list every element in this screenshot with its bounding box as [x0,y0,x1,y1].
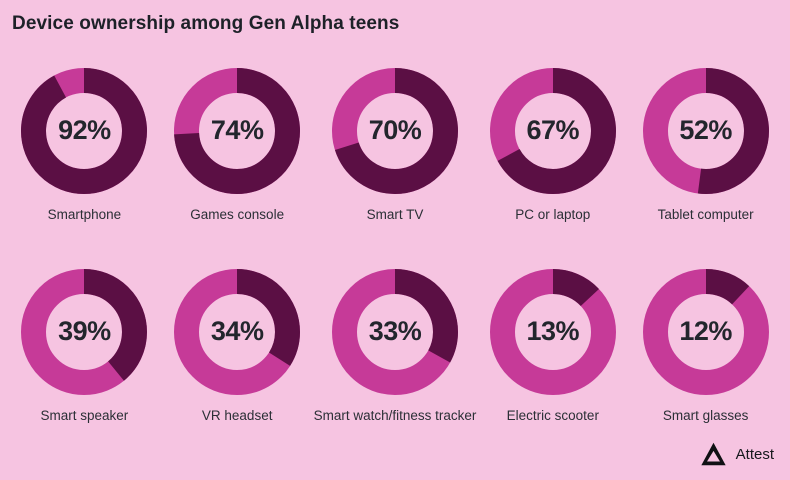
device-label: Smart watch/fitness tracker [313,408,477,423]
donut-ring-svg [642,68,769,194]
donut-value-arc [332,68,458,194]
percentage-value: 13% [526,315,580,346]
device-donut-cell: 74% Games console [174,68,301,223]
device-donut-cell: 70% Smart TV [332,68,458,223]
device-label: Smart speaker [40,408,129,423]
percentage-value: 39% [58,315,111,346]
percentage-value: 74% [210,114,264,145]
percentage-value: 52% [679,114,732,145]
device-label: Smart TV [366,207,424,222]
donut-ring: 92% [21,68,148,194]
device-label: Smart glasses [662,408,749,423]
donut-value-arc [489,68,616,194]
donut-value-arc [642,68,769,194]
donut-value-arc [21,68,148,194]
device-donut-cell: 13% Electric scooter [489,269,616,424]
donut-ring: 34% [174,269,301,395]
percentage-value: 12% [679,315,732,346]
donut-value-arc [174,269,301,395]
device-donut-cell: 33% Smart watch/fitness tracker [313,269,477,424]
donut-ring: 13% [489,269,616,395]
donut-ring: 74% [174,68,301,194]
page-title: Device ownership among Gen Alpha teens [12,13,400,34]
device-donut-cell: 92% Smartphone [21,68,148,223]
donut-ring: 12% [642,269,769,395]
donut-ring: 39% [21,269,148,395]
donut-ring: 67% [489,68,616,194]
donut-ring: 70% [332,68,458,194]
donut-value-arc [21,269,148,395]
donut-ring-svg [174,68,301,194]
device-donut-cell: 39% Smart speaker [21,269,148,424]
attest-triangle-logo-icon [700,442,726,466]
donut-value-arc [489,269,616,395]
percentage-value: 34% [210,315,264,346]
percentage-value: 33% [368,315,422,346]
percentage-value: 92% [58,114,111,145]
brand-footer: Attest [700,441,774,468]
device-label: Games console [190,207,285,222]
donut-value-arc [174,68,301,194]
donut-value-arc [642,269,769,395]
device-label: Tablet computer [657,207,754,222]
donut-ring-svg [174,269,301,395]
device-label: Electric scooter [506,408,599,423]
donut-ring-svg [489,269,616,395]
donut-ring: 33% [332,269,458,395]
donut-ring-svg [332,269,458,395]
percentage-value: 70% [368,114,422,145]
brand-name: Attest [735,446,774,463]
donut-ring-svg [21,269,148,395]
device-label: Smartphone [47,207,122,222]
donut-ring-svg [332,68,458,194]
percentage-value: 67% [526,114,580,145]
device-label: PC or laptop [515,207,591,222]
device-donut-cell: 34% VR headset [174,269,301,424]
device-donut-cell: 52% Tablet computer [642,68,769,223]
donut-ring-svg [21,68,148,194]
device-donut-cell: 12% Smart glasses [642,269,769,424]
donut-value-arc [332,269,458,395]
donut-ring: 52% [642,68,769,194]
donut-ring-svg [642,269,769,395]
donut-ring-svg [489,68,616,194]
device-donut-cell: 67% PC or laptop [489,68,616,223]
device-label: VR headset [201,408,273,423]
donut-grid: 92% Smartphone 74% Games console 70% Sma… [8,68,782,424]
